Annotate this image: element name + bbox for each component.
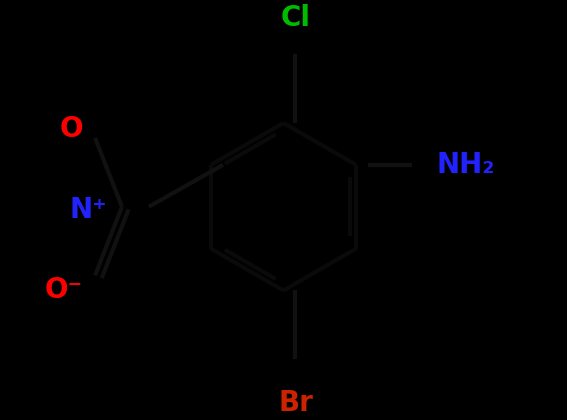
- Text: Cl: Cl: [281, 4, 311, 32]
- Text: O: O: [60, 115, 83, 143]
- Text: Br: Br: [278, 389, 313, 417]
- Text: NH₂: NH₂: [436, 151, 494, 179]
- Text: N⁺: N⁺: [69, 196, 107, 224]
- Text: O⁻: O⁻: [45, 276, 83, 304]
